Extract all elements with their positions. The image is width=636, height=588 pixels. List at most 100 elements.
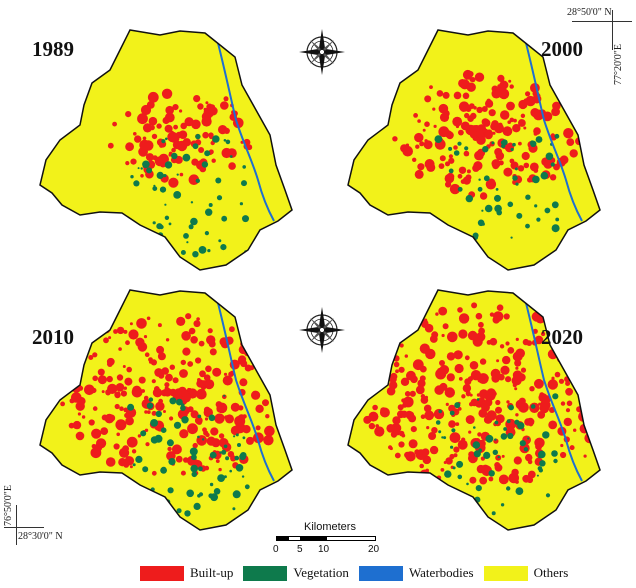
builtup-patch bbox=[445, 457, 453, 465]
vegetation-patch bbox=[492, 449, 498, 455]
builtup-patch bbox=[449, 432, 461, 443]
builtup-patch bbox=[372, 404, 378, 411]
vegetation-patch bbox=[464, 146, 469, 151]
vegetation-patch bbox=[536, 217, 541, 222]
builtup-patch bbox=[125, 142, 134, 152]
coord-tick-vertical bbox=[612, 10, 613, 50]
builtup-patch bbox=[138, 376, 146, 384]
vegetation-patch bbox=[443, 436, 447, 440]
builtup-patch bbox=[441, 333, 445, 338]
builtup-patch bbox=[540, 399, 551, 411]
builtup-patch bbox=[481, 106, 488, 112]
builtup-patch bbox=[547, 318, 554, 325]
builtup-patch bbox=[218, 433, 225, 439]
builtup-patch bbox=[228, 377, 233, 383]
scale-tick: 10 bbox=[318, 544, 330, 555]
builtup-patch bbox=[429, 445, 439, 455]
builtup-patch bbox=[400, 377, 410, 386]
builtup-patch bbox=[125, 161, 130, 166]
builtup-patch bbox=[125, 111, 132, 118]
builtup-patch bbox=[574, 373, 578, 377]
vegetation-patch bbox=[164, 161, 173, 169]
builtup-patch bbox=[188, 327, 196, 335]
builtup-patch bbox=[179, 429, 189, 439]
vegetation-patch bbox=[448, 168, 454, 174]
builtup-patch bbox=[264, 365, 271, 372]
vegetation-patch bbox=[208, 203, 213, 207]
builtup-patch bbox=[569, 149, 578, 158]
vegetation-patch bbox=[229, 155, 233, 158]
vegetation-patch bbox=[507, 432, 514, 440]
river-waterbody bbox=[525, 42, 583, 222]
builtup-patch bbox=[209, 348, 217, 356]
builtup-patch bbox=[148, 116, 158, 126]
legend-label: Built-up bbox=[190, 565, 234, 580]
builtup-patch bbox=[479, 358, 487, 365]
builtup-patch bbox=[423, 140, 433, 150]
vegetation-patch bbox=[482, 146, 489, 153]
builtup-patch bbox=[452, 116, 463, 127]
builtup-patch bbox=[520, 113, 526, 119]
builtup-patch bbox=[182, 347, 191, 356]
builtup-patch bbox=[501, 454, 505, 458]
builtup-patch bbox=[448, 154, 453, 159]
vegetation-patch bbox=[477, 511, 480, 514]
builtup-patch bbox=[415, 385, 425, 395]
vegetation-patch bbox=[212, 135, 220, 143]
builtup-patch bbox=[431, 427, 438, 434]
builtup-patch bbox=[505, 341, 510, 346]
vegetation-patch bbox=[182, 153, 191, 162]
vegetation-patch bbox=[197, 435, 200, 439]
builtup-patch bbox=[172, 104, 179, 111]
builtup-patch bbox=[439, 360, 445, 366]
builtup-patch bbox=[115, 419, 127, 431]
vegetation-patch bbox=[234, 455, 240, 461]
builtup-patch bbox=[281, 392, 288, 398]
builtup-patch bbox=[448, 157, 455, 164]
builtup-patch bbox=[476, 106, 483, 114]
builtup-patch bbox=[503, 313, 510, 320]
builtup-patch bbox=[151, 410, 157, 416]
builtup-patch bbox=[282, 357, 286, 361]
builtup-patch bbox=[523, 162, 530, 169]
builtup-patch bbox=[242, 425, 251, 434]
builtup-patch bbox=[282, 366, 288, 373]
builtup-patch bbox=[535, 443, 543, 450]
builtup-patch bbox=[180, 470, 186, 476]
vegetation-patch bbox=[463, 237, 466, 240]
vegetation-patch bbox=[168, 458, 176, 466]
vegetation-patch bbox=[483, 451, 491, 459]
vegetation-patch bbox=[457, 474, 463, 480]
builtup-patch bbox=[552, 101, 561, 111]
vegetation-patch bbox=[163, 174, 167, 178]
builtup-patch bbox=[518, 119, 524, 124]
builtup-patch bbox=[203, 107, 207, 111]
builtup-patch bbox=[558, 378, 565, 384]
builtup-patch bbox=[458, 329, 468, 339]
compass-rose-icon bbox=[299, 307, 345, 353]
vegetation-patch bbox=[209, 451, 217, 459]
builtup-patch bbox=[191, 158, 199, 166]
builtup-patch bbox=[447, 331, 458, 343]
builtup-patch bbox=[88, 419, 95, 426]
vegetation-patch bbox=[223, 139, 227, 142]
builtup-patch bbox=[259, 348, 265, 354]
builtup-patch bbox=[464, 355, 470, 361]
vegetation-patch bbox=[465, 194, 473, 203]
builtup-patch bbox=[455, 422, 460, 426]
vegetation-patch bbox=[173, 191, 182, 199]
vegetation-patch bbox=[491, 511, 496, 516]
builtup-patch bbox=[126, 366, 132, 373]
builtup-patch bbox=[606, 400, 608, 407]
builtup-patch bbox=[187, 423, 198, 435]
builtup-patch bbox=[125, 416, 134, 426]
vegetation-patch bbox=[441, 436, 444, 439]
builtup-patch bbox=[444, 387, 455, 398]
vegetation-patch bbox=[453, 244, 457, 249]
builtup-patch bbox=[91, 428, 102, 439]
vegetation-patch bbox=[150, 436, 159, 444]
vegetation-patch bbox=[160, 427, 167, 433]
vegetation-patch bbox=[553, 458, 558, 464]
vegetation-patch bbox=[453, 150, 460, 156]
vegetation-patch bbox=[217, 474, 226, 482]
